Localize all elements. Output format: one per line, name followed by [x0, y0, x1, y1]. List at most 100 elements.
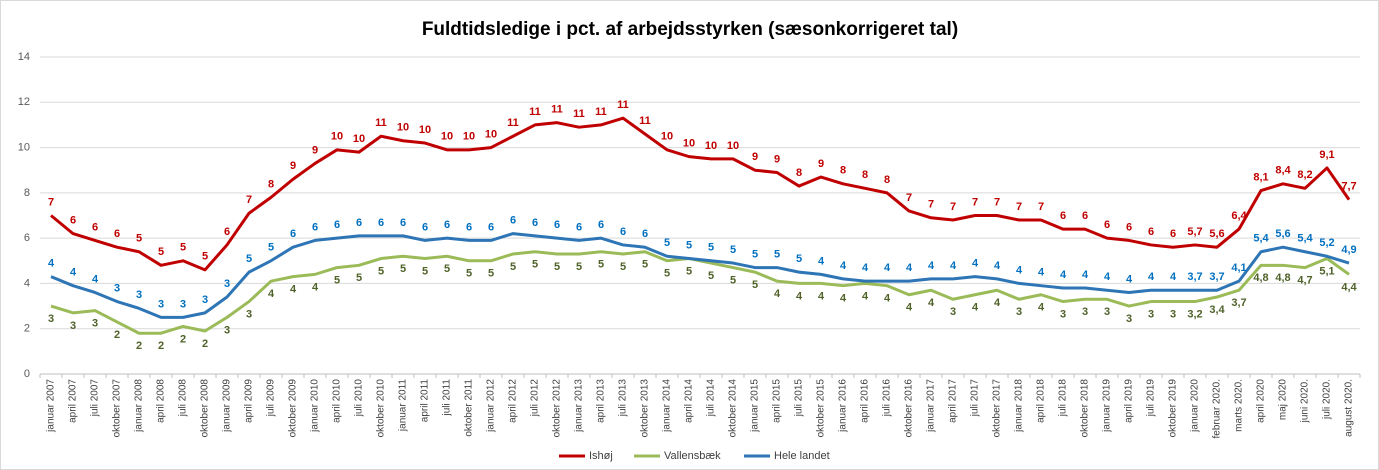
x-tick-label: marts 2020. — [1234, 379, 1245, 432]
x-tick-label: januar 2013 — [574, 379, 585, 433]
series-line — [50, 116, 1351, 272]
data-label: 11 — [573, 108, 585, 120]
data-label: 11 — [551, 104, 563, 116]
data-label: 3 — [950, 306, 956, 318]
data-label: 5 — [730, 274, 736, 286]
data-label: 10 — [331, 131, 343, 143]
data-label: 4 — [840, 260, 847, 272]
data-label: 4 — [1038, 302, 1045, 314]
data-label: 6 — [488, 221, 494, 233]
x-tick-label: januar 2008 — [134, 379, 145, 433]
data-label: 4 — [1126, 273, 1133, 285]
legend-label: Ishøj — [589, 450, 613, 462]
data-label: 3,7 — [1231, 297, 1246, 309]
data-label: 5 — [642, 259, 648, 271]
data-label: 10 — [419, 124, 431, 136]
data-label: 4 — [268, 288, 275, 300]
x-tick-label: oktober 2013 — [640, 379, 651, 438]
data-label: 11 — [375, 117, 387, 129]
data-label: 5 — [246, 253, 252, 265]
data-label: 6 — [1148, 226, 1154, 238]
data-label: 5 — [664, 268, 670, 280]
x-tick-label: oktober 2010 — [376, 379, 387, 438]
data-label: 5 — [554, 261, 560, 273]
data-label: 7 — [246, 194, 252, 206]
x-tick-label: oktober 2011 — [464, 379, 475, 437]
data-label: 4 — [1038, 267, 1045, 279]
x-tick-label: juli 2008 — [178, 379, 189, 418]
data-label: 10 — [353, 133, 365, 145]
data-label: 6 — [378, 217, 384, 229]
data-label: 5 — [576, 261, 582, 273]
x-tick-label: august 2020. — [1344, 379, 1355, 437]
x-tick-label: oktober 2016 — [904, 379, 915, 438]
data-label: 5 — [488, 268, 494, 280]
x-tick-label: januar 2017 — [926, 379, 937, 433]
y-tick-label: 0 — [24, 368, 30, 380]
data-label: 4 — [862, 290, 869, 302]
x-tick-label: juli 2012 — [530, 379, 541, 418]
data-label: 4 — [818, 255, 825, 267]
data-label: 3 — [224, 324, 230, 336]
x-tick-label: april 2020 — [1256, 379, 1267, 423]
data-label: 3 — [114, 282, 120, 294]
data-label: 3 — [48, 313, 54, 325]
x-tick-label: januar 2009 — [222, 379, 233, 433]
data-label: 7 — [994, 196, 1000, 208]
data-label: 5 — [180, 242, 186, 254]
data-label: 6 — [598, 219, 604, 231]
data-label: 3 — [70, 320, 76, 332]
data-label: 7 — [906, 192, 912, 204]
data-label: 5 — [686, 239, 692, 251]
data-label: 6 — [70, 215, 76, 227]
data-label: 6 — [334, 219, 340, 231]
data-label: 2 — [136, 340, 142, 352]
data-label: 4 — [884, 293, 891, 305]
data-label: 8,4 — [1275, 165, 1291, 177]
data-label: 4 — [1016, 264, 1023, 276]
data-label: 4 — [818, 290, 825, 302]
data-label: 5 — [158, 246, 164, 258]
y-tick-label: 8 — [24, 187, 30, 199]
data-label: 5 — [620, 261, 626, 273]
data-label: 3 — [136, 289, 142, 301]
data-label: 5 — [752, 279, 758, 291]
x-tick-label: april 2011 — [420, 379, 431, 423]
x-tick-label: juli 2015 — [794, 379, 805, 418]
data-label: 2 — [114, 329, 120, 341]
data-label: 4 — [906, 302, 913, 314]
x-tick-label: oktober 2018 — [1080, 379, 1091, 438]
y-tick-label: 2 — [24, 323, 30, 335]
x-tick-label: oktober 2014 — [728, 379, 739, 438]
data-label: 5 — [664, 237, 670, 249]
data-label: 5 — [510, 261, 516, 273]
x-tick-label: april 2017 — [948, 379, 959, 423]
data-label: 11 — [529, 106, 541, 118]
data-label: 5 — [796, 253, 802, 265]
data-label: 6 — [312, 221, 318, 233]
data-label: 3,4 — [1209, 304, 1225, 316]
data-label: 4 — [1104, 271, 1111, 283]
data-label: 4 — [884, 262, 891, 274]
x-tick-label: oktober 2008 — [200, 379, 211, 438]
data-label: 6,4 — [1231, 210, 1247, 222]
x-tick-label: januar 2011 — [398, 379, 409, 433]
x-tick-label: april 2015 — [772, 379, 783, 423]
data-label: 8 — [268, 178, 274, 190]
data-label: 5 — [268, 242, 274, 254]
x-tick-label: juli 2013 — [618, 379, 629, 418]
data-label: 6 — [1126, 221, 1132, 233]
data-label: 5 — [466, 268, 472, 280]
data-label: 6 — [1060, 210, 1066, 222]
x-tick-label: januar 2007 — [46, 379, 57, 433]
data-label: 3 — [1016, 306, 1022, 318]
data-label: 4,1 — [1231, 262, 1246, 274]
data-label: 6 — [422, 221, 428, 233]
data-label: 7 — [972, 196, 978, 208]
data-label: 4,8 — [1275, 272, 1290, 284]
data-label: 6 — [1082, 210, 1088, 222]
x-tick-label: januar 2014 — [662, 379, 673, 433]
x-tick-label: juli 2017 — [970, 379, 981, 418]
x-tick-label: oktober 2007 — [112, 379, 123, 438]
